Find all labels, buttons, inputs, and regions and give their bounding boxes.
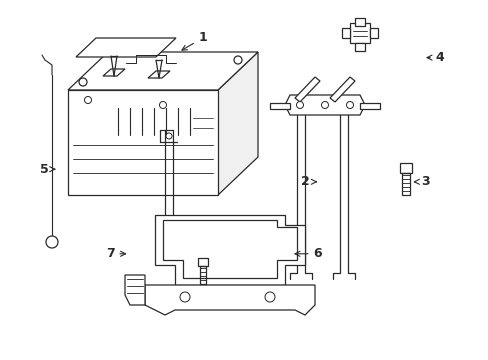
Text: 2: 2 [301, 175, 316, 188]
Polygon shape [354, 18, 364, 26]
Circle shape [234, 56, 242, 64]
Polygon shape [369, 28, 377, 38]
Polygon shape [329, 77, 354, 102]
Polygon shape [68, 52, 258, 90]
Polygon shape [294, 77, 319, 102]
Polygon shape [354, 43, 364, 51]
Polygon shape [341, 28, 349, 38]
Text: 1: 1 [182, 31, 207, 50]
Circle shape [84, 96, 91, 104]
Polygon shape [155, 215, 305, 285]
Polygon shape [349, 23, 369, 43]
Circle shape [180, 292, 190, 302]
Polygon shape [148, 71, 170, 78]
Polygon shape [103, 69, 125, 76]
Text: 5: 5 [40, 163, 55, 176]
Circle shape [165, 133, 172, 139]
Text: 4: 4 [426, 51, 444, 64]
Polygon shape [285, 95, 364, 115]
Polygon shape [399, 163, 411, 173]
Polygon shape [145, 285, 314, 315]
Circle shape [264, 292, 274, 302]
Circle shape [79, 78, 87, 86]
Polygon shape [163, 220, 296, 278]
Polygon shape [269, 103, 289, 109]
Polygon shape [76, 38, 176, 57]
Text: 7: 7 [105, 247, 125, 260]
Text: 3: 3 [414, 175, 429, 188]
Polygon shape [359, 103, 379, 109]
Circle shape [346, 102, 353, 108]
Polygon shape [218, 52, 258, 195]
Circle shape [159, 102, 166, 108]
Polygon shape [198, 258, 207, 266]
Polygon shape [125, 275, 145, 305]
Text: 6: 6 [294, 247, 322, 260]
Circle shape [296, 102, 303, 108]
Circle shape [321, 102, 328, 108]
Polygon shape [68, 90, 218, 195]
Circle shape [46, 236, 58, 248]
